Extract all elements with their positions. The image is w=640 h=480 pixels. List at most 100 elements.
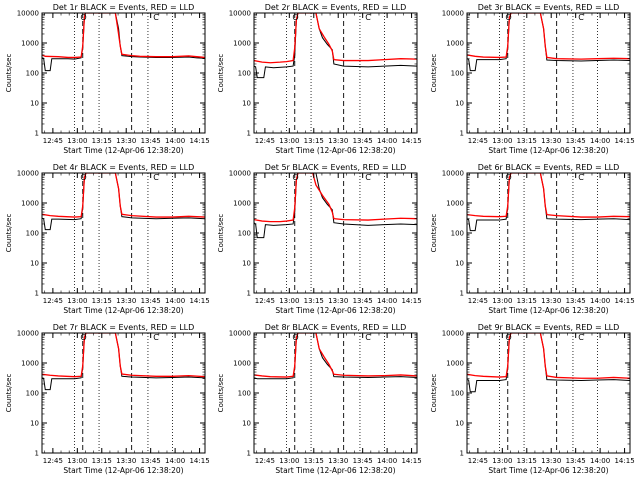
y-tick-label: 10 [455,420,464,428]
y-tick-label: 10000 [229,330,251,338]
events-line [467,13,630,72]
x-tick-label: 13:45 [566,457,586,465]
x-tick-label: 13:45 [353,297,373,305]
lld-line [42,13,205,59]
lld-line [42,173,205,218]
lld-line [254,13,417,64]
events-line [254,333,417,380]
x-axis-label: Start Time (12-Apr-06 12:38:20) [488,306,608,315]
x-tick-label: 13:15 [92,457,112,465]
y-tick-label: 1 [35,130,39,138]
x-tick-label: 13:45 [566,137,586,145]
y-axis-label: Counts/sec [217,374,225,413]
x-tick-label: 13:45 [141,137,161,145]
plot-frame [253,332,418,454]
panel-title: Det 7r BLACK = Events, RED = LLD [53,323,195,332]
y-tick-label: 1 [247,450,251,458]
x-tick-label: 13:45 [353,137,373,145]
panel-title: Det 1r BLACK = Events, RED = LLD [53,3,195,12]
lld-line [467,13,630,60]
x-tick-label: 12:45 [468,137,488,145]
x-tick-label: 13:00 [279,457,299,465]
marker-o: O [80,173,86,182]
x-axis-label: Start Time (12-Apr-06 12:38:20) [63,466,183,475]
y-tick-label: 100 [451,230,464,238]
detector-panel-7: 1 10 100 1000 10000 12:45 13:00 13:15 13:30 13:45… [5,323,210,475]
x-tick-label: 13:00 [492,297,512,305]
events-line [467,173,630,232]
x-tick-label: 13:30 [116,137,136,145]
marker-c: C [365,13,371,22]
detector-panel-8: 1 10 100 1000 10000 12:45 13:00 13:15 13:30 13:45… [217,323,422,475]
y-tick-label: 1 [35,450,39,458]
marker-c: C [578,333,584,342]
plot-frame [466,172,631,294]
x-tick-label: 13:00 [67,457,87,465]
x-tick-label: 13:45 [141,297,161,305]
x-tick-label: 12:45 [255,457,275,465]
plot-frame [41,172,206,294]
x-tick-label: 13:00 [279,137,299,145]
x-tick-label: 13:45 [566,297,586,305]
y-tick-label: 1000 [21,40,39,48]
panel-title: Det 8r BLACK = Events, RED = LLD [265,323,407,332]
y-tick-label: 10000 [229,170,251,178]
events-line [42,333,205,391]
y-tick-label: 10 [242,100,251,108]
x-tick-label: 13:30 [541,137,561,145]
detector-panel-9: 1 10 100 1000 10000 12:45 13:00 13:15 13:30 13:45… [430,323,635,475]
y-tick-label: 100 [26,390,39,398]
x-tick-label: 13:15 [304,457,324,465]
y-tick-label: 10000 [229,10,251,18]
x-tick-label: 12:45 [43,457,63,465]
y-tick-label: 100 [451,390,464,398]
marker-o: O [292,333,298,342]
x-axis-label: Start Time (12-Apr-06 12:38:20) [63,146,183,155]
x-tick-label: 13:00 [67,137,87,145]
y-axis-label: Counts/sec [430,54,438,93]
y-tick-label: 1000 [446,200,464,208]
events-line [42,173,205,231]
y-axis-label: Counts/sec [430,214,438,253]
x-tick-label: 13:00 [279,297,299,305]
lld-line [42,333,205,378]
y-axis-label: Counts/sec [217,54,225,93]
y-tick-label: 10000 [442,330,464,338]
x-tick-label: 14:15 [189,457,209,465]
plot-frame [41,332,206,454]
detector-panel-4: 1 10 100 1000 10000 12:45 13:00 13:15 13:30 13:45… [5,163,210,315]
x-tick-label: 14:15 [401,137,421,145]
marker-c: C [153,333,159,342]
y-tick-label: 1000 [233,360,251,368]
y-tick-label: 10000 [442,170,464,178]
y-tick-label: 100 [238,70,251,78]
x-tick-label: 13:15 [304,297,324,305]
y-tick-label: 1 [460,450,464,458]
y-tick-label: 1 [35,290,39,298]
marker-o: O [292,173,298,182]
panel-title: Det 2r BLACK = Events, RED = LLD [265,3,407,12]
detector-panel-3: 1 10 100 1000 10000 12:45 13:00 13:15 13:30 13:45… [430,3,635,155]
x-tick-label: 13:00 [492,137,512,145]
x-tick-label: 13:30 [541,457,561,465]
marker-o: O [505,173,511,182]
marker-c: C [365,333,371,342]
x-tick-label: 12:45 [43,137,63,145]
panel-title: Det 6r BLACK = Events, RED = LLD [478,163,620,172]
x-tick-label: 14:15 [614,297,634,305]
events-line [254,173,417,239]
y-tick-label: 10000 [17,10,39,18]
y-tick-label: 10 [30,100,39,108]
x-tick-label: 13:30 [541,297,561,305]
lld-line [254,173,417,223]
x-tick-label: 14:15 [189,297,209,305]
panel-title: Det 5r BLACK = Events, RED = LLD [265,163,407,172]
x-axis-label: Start Time (12-Apr-06 12:38:20) [488,146,608,155]
y-tick-label: 1 [460,130,464,138]
x-tick-label: 13:30 [116,297,136,305]
x-tick-label: 14:00 [377,297,397,305]
plot-frame [253,172,418,294]
x-tick-label: 14:00 [165,457,185,465]
events-line [254,13,417,79]
